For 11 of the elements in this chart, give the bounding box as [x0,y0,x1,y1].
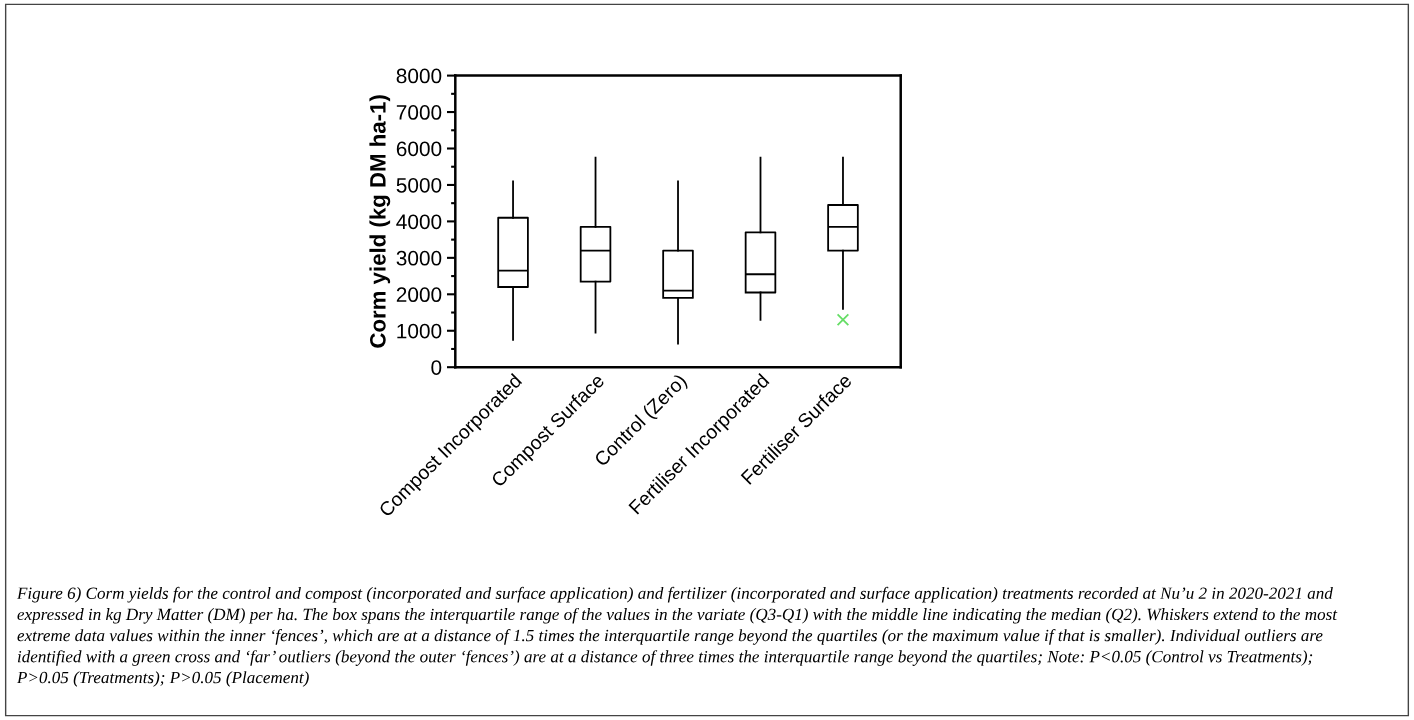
y-tick-label: 2000 [396,287,442,303]
y-axis-title: Corm yield (kg DM ha-1) [369,95,391,348]
caption: Figure 6) Corm yields for the control and compost (incorporated and surface application) and fertilizer (incorporated and surface application) treatments recorded at Nu’u 2 in 2020-2021 and expressed in kg Dry Matter (DM) per ha. The box spans the interquartile range of the values in the variate (Q3-Q1) with the middle line indicating the median (Q2). Whiskers extend to the most extreme data values within the inner ‘fences’, which are at a distance of 1.5 times the interquartile range beyond the quartiles (or the maximum value if that is smaller). Individual outliers are identified with a green cross and ‘far’ outliers (beyond the outer ‘fences’) are at a distance of three times the interquartile range beyond the quartiles; Note: P<0.05 (Control vs Treatments); P>0.05 (Treatments); P>0.05 (Placement) [16,586,1338,687]
y-tick-label: 5000 [396,177,442,193]
y-tick-label: 7000 [396,105,442,120]
y-tick-label: 3000 [396,250,442,266]
y-tick-label: 6000 [396,141,442,157]
y-tick-label: 4000 [396,214,442,230]
y-tick-label: 0 [431,360,442,375]
y-tick-label: 1000 [397,323,442,339]
y-tick-label: 8000 [396,68,442,84]
